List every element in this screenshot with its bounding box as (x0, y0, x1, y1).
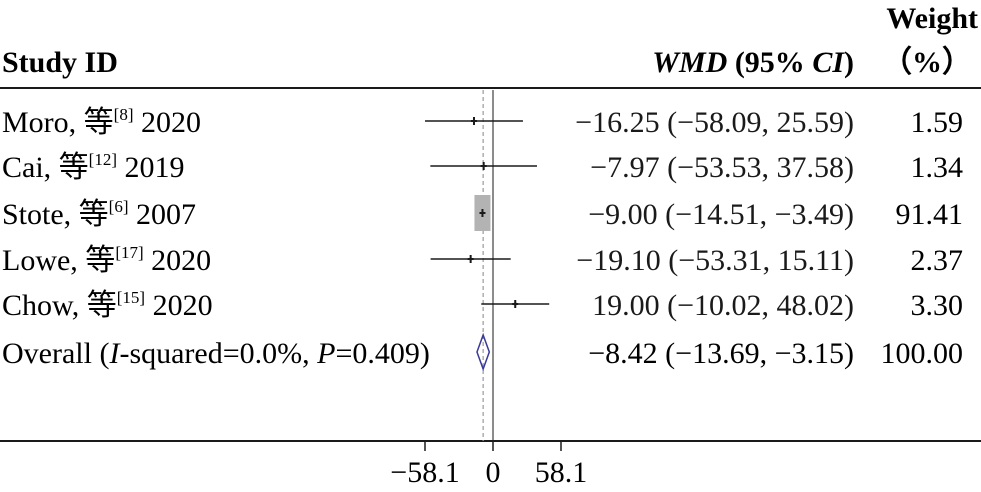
overall-weight-value: 100.00 (881, 337, 964, 370)
study-label: Lowe, 等[17] 2020 (2, 243, 211, 277)
study-id-header: Study ID (2, 46, 118, 79)
study-row: Stote, 等[6] 2007 −9.00 (−14.51, −3.49) 91.… (2, 195, 963, 231)
study-label: Chow, 等[15] 2020 (2, 288, 213, 322)
x-tick-label: 58.1 (535, 456, 588, 489)
study-name: Chow, 等 (2, 289, 117, 322)
overall-effect-ci-text: −8.42 (−13.69, −3.15) (588, 337, 854, 370)
study-label: Moro, 等[8] 2020 (2, 105, 201, 139)
overall-label-pre: Overall ( (2, 337, 109, 370)
overall-label-end: =0.409) (335, 337, 429, 370)
overall-label-i: I (108, 337, 121, 370)
study-ref: [17] (115, 243, 143, 262)
study-name: Cai, 等 (2, 151, 89, 184)
study-name: Stote, 等 (2, 198, 109, 231)
overall-label: Overall (I-squared=0.0%, P=0.409) (2, 337, 430, 370)
effect-ci-text: −16.25 (−58.09, 25.59) (575, 106, 854, 139)
study-name: Lowe, 等 (2, 244, 115, 277)
study-ref: [8] (114, 105, 134, 124)
effect-ci-text: −19.10 (−53.31, 15.11) (576, 244, 854, 277)
weight-value: 3.30 (911, 289, 964, 322)
weight-value: 91.41 (896, 198, 964, 231)
overall-label-p: P (316, 337, 335, 370)
study-ref: [6] (109, 197, 129, 216)
weight-value: 1.34 (911, 151, 964, 184)
study-year: 2020 (145, 289, 213, 322)
study-year: 2007 (129, 198, 197, 231)
overall-row: Overall (I-squared=0.0%, P=0.409) −8.42 (… (2, 332, 964, 372)
study-label: Cai, 等[12] 2019 (2, 150, 185, 184)
study-year: 2020 (134, 106, 202, 139)
x-tick-label: −58.1 (390, 456, 459, 489)
study-row: Chow, 等[15] 2020 19.00 (−10.02, 48.02) 3.3… (2, 288, 963, 322)
wmd-header: WMD (95% CI) (652, 46, 854, 79)
weight-unit-header: （%） (882, 45, 972, 79)
weight-value: 2.37 (911, 244, 964, 277)
overall-diamond (476, 332, 491, 372)
overall-label-mid: -squared=0.0%, (119, 337, 317, 370)
effect-ci-text: 19.00 (−10.02, 48.02) (592, 289, 854, 322)
study-name: Moro, 等 (2, 106, 114, 139)
study-year: 2019 (117, 151, 185, 184)
study-label: Stote, 等[6] 2007 (2, 197, 196, 231)
effect-ci-text: −7.97 (−53.53, 37.58) (590, 151, 854, 184)
study-row: Cai, 等[12] 2019 −7.97 (−53.53, 37.58) 1.34 (2, 150, 963, 184)
study-ref: [15] (117, 288, 145, 307)
study-row: Moro, 等[8] 2020 −16.25 (−58.09, 25.59) 1.5… (2, 105, 963, 139)
x-tick-label: 0 (486, 456, 501, 489)
study-ref: [12] (89, 150, 117, 169)
effect-ci-text: −9.00 (−14.51, −3.49) (588, 198, 854, 231)
study-year: 2020 (144, 244, 212, 277)
weight-header: Weight (886, 2, 978, 35)
weight-value: 1.59 (911, 106, 964, 139)
study-row: Lowe, 等[17] 2020 −19.10 (−53.31, 15.11) 2.… (2, 243, 963, 277)
